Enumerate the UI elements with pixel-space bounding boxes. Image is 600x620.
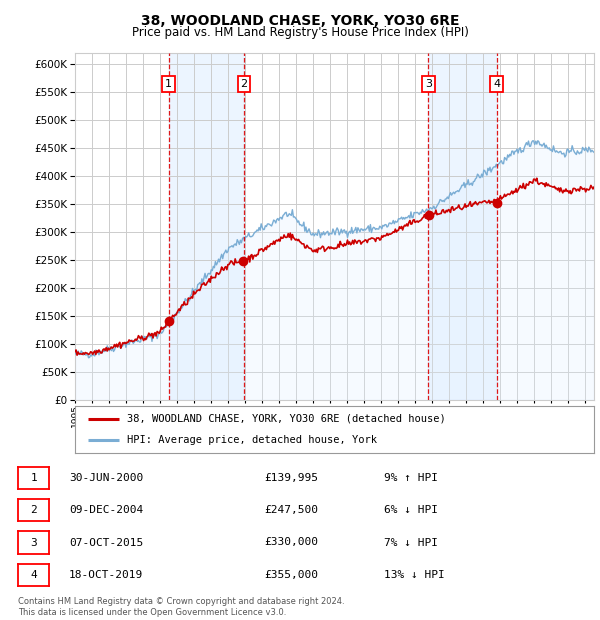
Text: 3: 3 <box>30 538 37 547</box>
Text: 6% ↓ HPI: 6% ↓ HPI <box>384 505 438 515</box>
Text: 18-OCT-2019: 18-OCT-2019 <box>69 570 143 580</box>
Text: 1: 1 <box>30 473 37 483</box>
Text: Price paid vs. HM Land Registry's House Price Index (HPI): Price paid vs. HM Land Registry's House … <box>131 26 469 39</box>
Bar <box>169 53 244 400</box>
Text: £139,995: £139,995 <box>264 473 318 483</box>
Text: 9% ↑ HPI: 9% ↑ HPI <box>384 473 438 483</box>
Text: £330,000: £330,000 <box>264 538 318 547</box>
Text: £247,500: £247,500 <box>264 505 318 515</box>
Text: 13% ↓ HPI: 13% ↓ HPI <box>384 570 445 580</box>
Text: 7% ↓ HPI: 7% ↓ HPI <box>384 538 438 547</box>
Text: 38, WOODLAND CHASE, YORK, YO30 6RE: 38, WOODLAND CHASE, YORK, YO30 6RE <box>141 14 459 28</box>
Text: 2: 2 <box>30 505 37 515</box>
Text: 38, WOODLAND CHASE, YORK, YO30 6RE (detached house): 38, WOODLAND CHASE, YORK, YO30 6RE (deta… <box>127 414 446 423</box>
Text: 30-JUN-2000: 30-JUN-2000 <box>69 473 143 483</box>
Text: 09-DEC-2004: 09-DEC-2004 <box>69 505 143 515</box>
Text: HPI: Average price, detached house, York: HPI: Average price, detached house, York <box>127 435 377 445</box>
Text: 4: 4 <box>493 79 500 89</box>
Text: 4: 4 <box>30 570 37 580</box>
Text: £355,000: £355,000 <box>264 570 318 580</box>
Text: Contains HM Land Registry data © Crown copyright and database right 2024.
This d: Contains HM Land Registry data © Crown c… <box>18 598 344 617</box>
Text: 2: 2 <box>241 79 248 89</box>
Text: 1: 1 <box>165 79 172 89</box>
Text: 3: 3 <box>425 79 432 89</box>
Bar <box>428 53 497 400</box>
Text: 07-OCT-2015: 07-OCT-2015 <box>69 538 143 547</box>
